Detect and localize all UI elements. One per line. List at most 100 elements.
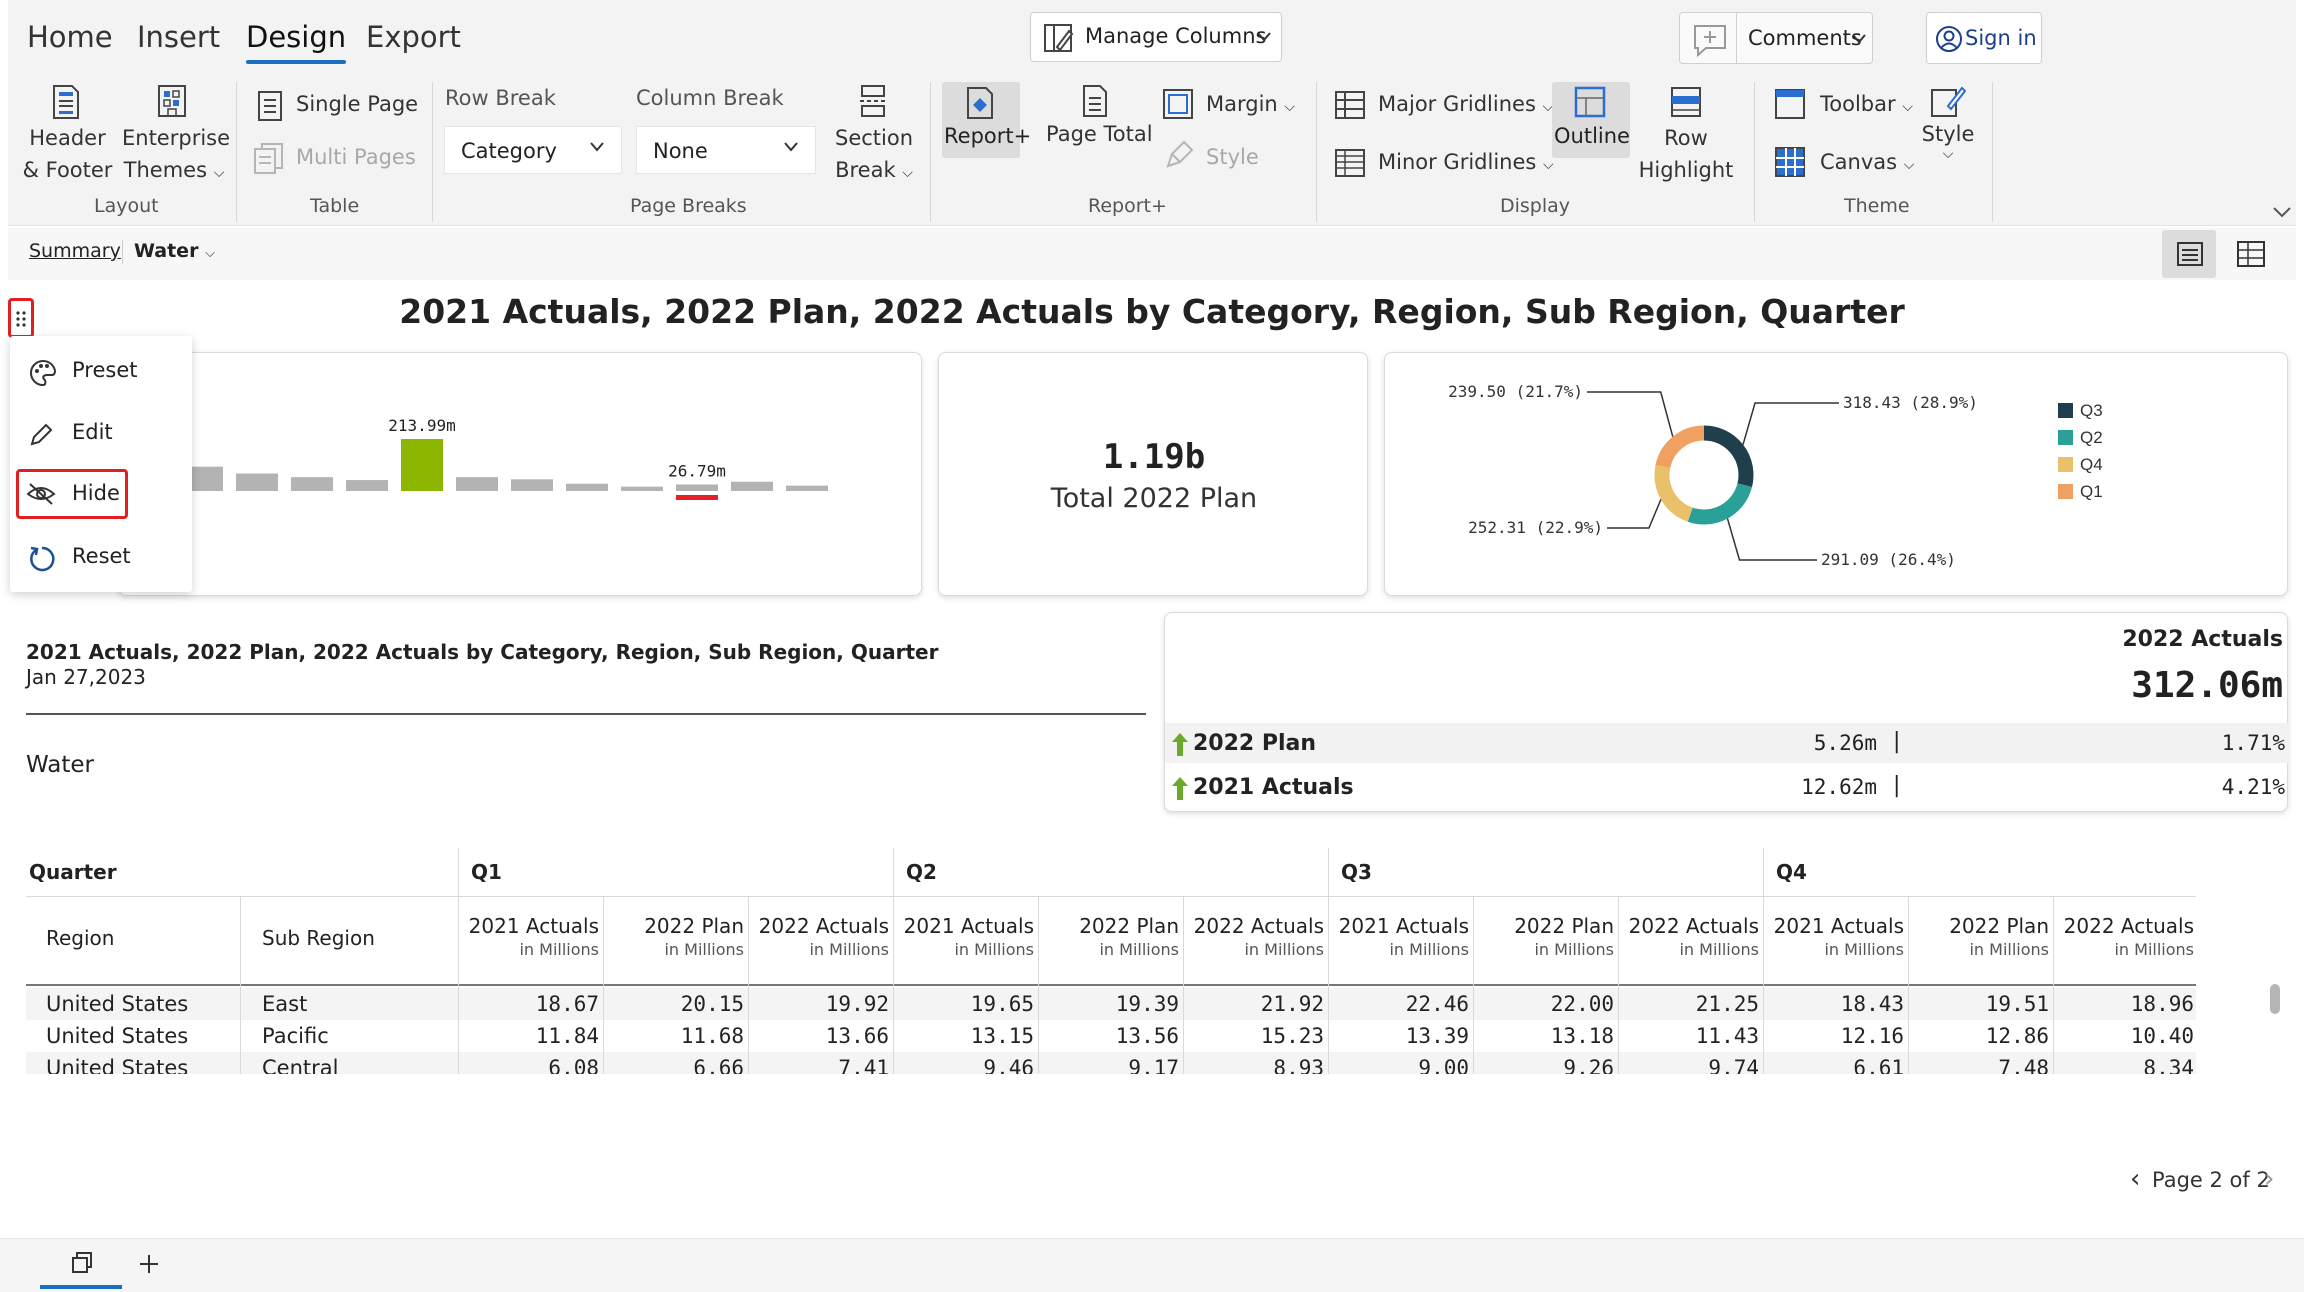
paint-brush-icon	[1166, 140, 1194, 168]
style-button[interactable]: Style	[1206, 145, 1259, 169]
bar-3	[291, 477, 333, 491]
menu-item-reset[interactable]: Reset	[28, 544, 178, 574]
single-page-button[interactable]: Single Page	[296, 92, 419, 116]
row-highlight-icon	[1671, 87, 1701, 117]
chevron-down-icon	[1257, 32, 1271, 42]
donut-slice-q1	[1655, 425, 1705, 469]
sheet-tab-bar	[0, 1238, 2304, 1292]
collapse-ribbon-icon[interactable]	[2272, 206, 2292, 218]
kpi-actuals-value: 312.06m	[2131, 665, 2283, 706]
header-measure: 2021 Actuals	[1773, 914, 1904, 938]
add-sheet-icon[interactable]	[138, 1253, 160, 1275]
table-grid-line	[1328, 848, 1329, 1074]
kpi-row-separator: |	[1893, 773, 1901, 798]
column-break-dropdown[interactable]: None	[636, 126, 816, 174]
cell-value: 11.68	[680, 1024, 744, 1048]
chevron-down-icon	[1852, 34, 1866, 44]
kpi-row-plan-pct: 1.71%	[2221, 731, 2285, 755]
row-break-value: Category	[461, 139, 557, 163]
header-unit: in Millions	[954, 940, 1034, 959]
cell-value: 7.41	[838, 1056, 889, 1074]
margin-dropdown[interactable]: Margin ⌵	[1206, 92, 1295, 116]
ribbon-separator	[930, 82, 931, 222]
canvas-dropdown[interactable]: Canvas ⌵	[1820, 150, 1914, 174]
widget-menu-handle[interactable]	[8, 298, 34, 338]
report-title: 2021 Actuals, 2022 Plan, 2022 Actuals by…	[399, 292, 1905, 331]
add-comment-icon[interactable]	[1692, 23, 1728, 57]
comments-dropdown[interactable]: Comments	[1748, 26, 1862, 50]
kpi-row-plan-value: 5.26m	[1813, 731, 1877, 755]
tab-insert[interactable]: Insert	[137, 20, 221, 54]
donut-data-label: 318.43 (28.9%)	[1843, 393, 1978, 412]
chevron-down-icon: ⌵	[1543, 157, 1554, 173]
section-break-button[interactable]: Section Break ⌵	[826, 122, 922, 189]
outline-button[interactable]: Outline	[1552, 82, 1630, 158]
kpi-total-value: 1.19b	[1102, 437, 1206, 477]
next-page-icon[interactable]: ›	[2264, 1164, 2275, 1194]
row-break-dropdown[interactable]: Category	[444, 126, 622, 174]
table-row	[26, 1052, 2196, 1074]
grid-view-icon[interactable]	[2236, 240, 2266, 268]
cell-value: 19.92	[825, 992, 889, 1016]
report-plus-button[interactable]: Report+	[942, 82, 1031, 158]
page-total-button[interactable]: Page Total	[1046, 122, 1153, 146]
header-measure: 2021 Actuals	[468, 914, 599, 938]
legend-label-q3: Q3	[2080, 401, 2103, 420]
donut-slice-q2	[1687, 482, 1753, 525]
group-label-report-plus: Report+	[1088, 195, 1167, 217]
manage-columns-button[interactable]: Manage Columns	[1030, 12, 1282, 62]
cell-value: 18.43	[1840, 992, 1904, 1016]
minor-gridlines-dropdown[interactable]: Minor Gridlines ⌵	[1378, 150, 1554, 174]
header-region: Region	[46, 926, 115, 950]
cell-value: 11.84	[535, 1024, 599, 1048]
report-plus-label: Report+	[944, 124, 1031, 148]
tab-home[interactable]: Home	[27, 20, 113, 54]
cell-value: 7.48	[1998, 1056, 2049, 1074]
breadcrumb-summary[interactable]: Summary	[29, 240, 121, 262]
cell-value: 13.15	[970, 1024, 1034, 1048]
tab-design[interactable]: Design	[246, 20, 347, 64]
tab-export[interactable]: Export	[366, 20, 461, 54]
breadcrumb-current[interactable]: Water ⌵	[134, 240, 215, 262]
ribbon-separator	[432, 82, 433, 222]
ribbon-separator	[236, 82, 237, 222]
major-gridlines-dropdown[interactable]: Major Gridlines ⌵	[1378, 92, 1553, 116]
outline-label: Outline	[1554, 124, 1630, 148]
menu-item-preset[interactable]: Preset	[28, 358, 178, 388]
enterprise-themes-button[interactable]: Enterprise Themes ⌵	[122, 122, 230, 189]
style-icon	[1931, 86, 1966, 117]
header-footer-button[interactable]: Header & Footer	[20, 122, 115, 186]
menu-item-edit[interactable]: Edit	[28, 420, 178, 450]
sign-in-button[interactable]: Sign in	[1926, 12, 2042, 64]
header-unit: in Millions	[1534, 940, 1614, 959]
header-measure: 2022 Plan	[644, 914, 744, 938]
multi-pages-button[interactable]: Multi Pages	[296, 145, 416, 169]
cell-value: 12.86	[1985, 1024, 2049, 1048]
menu-item-hide-label: Hide	[72, 481, 120, 505]
subtitle-divider	[26, 713, 1146, 715]
list-view-toggle[interactable]	[2162, 230, 2216, 278]
arrow-up-icon	[1172, 777, 1188, 800]
toolbar-dropdown[interactable]: Toolbar ⌵	[1820, 92, 1913, 116]
header-quarter-q3: Q3	[1341, 860, 1372, 884]
group-label-theme: Theme	[1844, 195, 1910, 217]
bar-8	[566, 483, 608, 491]
header-quarter-q1: Q1	[471, 860, 502, 884]
comments-group: Comments	[1679, 12, 1873, 64]
bar-chart: 213.99m 26.79m	[181, 416, 828, 500]
legend-swatch-q4	[2058, 457, 2073, 472]
table-header-rule	[26, 984, 2196, 986]
row-highlight-button[interactable]: Row Highlight	[1638, 122, 1734, 186]
table-scrollbar[interactable]	[2270, 984, 2280, 1014]
theme-style-dropdown[interactable]: Style ⌵	[1916, 122, 1980, 162]
chevron-down-icon: ⌵	[902, 165, 913, 181]
prev-page-icon[interactable]: ‹	[2130, 1164, 2141, 1194]
cell-value: 12.16	[1840, 1024, 1904, 1048]
cell-value: 8.93	[1273, 1056, 1324, 1074]
cell-value: 6.61	[1853, 1056, 1904, 1074]
legend-swatch-q2	[2058, 430, 2073, 445]
menu-item-hide[interactable]: Hide	[16, 469, 128, 519]
sheet-tab[interactable]	[40, 1239, 122, 1289]
cell-value: 18.96	[2130, 992, 2194, 1016]
kpi-row-actuals-label: 2021 Actuals	[1193, 775, 1354, 800]
